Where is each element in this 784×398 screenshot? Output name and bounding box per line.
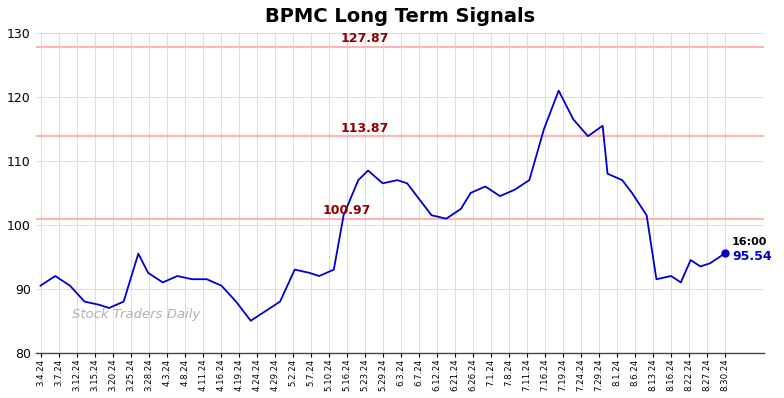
Text: Stock Traders Daily: Stock Traders Daily xyxy=(72,308,201,321)
Text: 95.54: 95.54 xyxy=(732,250,771,263)
Text: 113.87: 113.87 xyxy=(340,122,389,135)
Title: BPMC Long Term Signals: BPMC Long Term Signals xyxy=(265,7,535,26)
Text: 16:00: 16:00 xyxy=(732,237,768,247)
Text: 100.97: 100.97 xyxy=(322,204,371,217)
Text: 127.87: 127.87 xyxy=(340,32,389,45)
